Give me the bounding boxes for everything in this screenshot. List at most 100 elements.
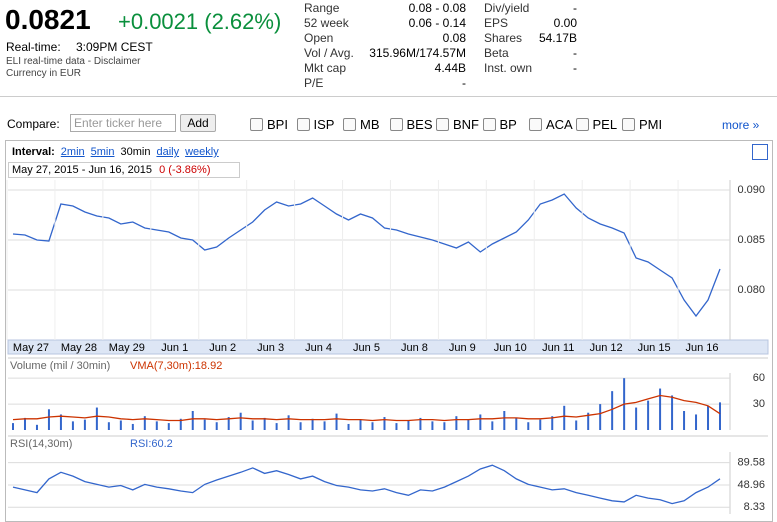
y-tick-label: 0.080 bbox=[737, 284, 765, 296]
y-tick-label: 0.085 bbox=[737, 234, 765, 246]
ticker-name: PEL bbox=[592, 117, 618, 132]
ticker-option[interactable]: BPI bbox=[250, 117, 288, 132]
interval-option[interactable]: weekly bbox=[185, 146, 219, 158]
price: 0.0821 bbox=[5, 4, 91, 35]
ticker-option[interactable]: MB bbox=[343, 117, 380, 132]
date-range: May 27, 2015 - Jun 16, 2015 0 (-3.86%) bbox=[8, 162, 240, 178]
x-tick-label: May 27 bbox=[13, 342, 49, 354]
volume-bar bbox=[347, 423, 350, 430]
expand-icon[interactable] bbox=[752, 144, 768, 160]
volume-bar bbox=[635, 407, 638, 430]
volume-bar bbox=[527, 422, 530, 430]
range-change: 0 (-3.86%) bbox=[159, 164, 211, 176]
volume-bar bbox=[35, 424, 38, 430]
interval-option[interactable]: daily bbox=[156, 146, 180, 158]
volume-bar bbox=[323, 421, 326, 430]
more-link[interactable]: more » bbox=[722, 118, 760, 132]
rsi-value: RSI:60.2 bbox=[130, 438, 173, 450]
price-change: +0.0021 (2.62%) bbox=[118, 9, 282, 34]
ticker-option[interactable]: PMI bbox=[622, 117, 662, 132]
stat-value: 315.96M/174.57M bbox=[369, 46, 466, 60]
volume-bar bbox=[719, 402, 721, 430]
interval: Interval: 2min 5min 30min daily weekly bbox=[12, 146, 219, 158]
x-tick-label: Jun 15 bbox=[638, 342, 671, 354]
interval-option[interactable]: 2min bbox=[60, 146, 85, 158]
ticker-name: BES bbox=[406, 117, 433, 132]
price-line bbox=[12, 193, 721, 318]
volume-bar bbox=[12, 423, 14, 430]
ticker-option[interactable]: BES bbox=[389, 117, 433, 132]
volume-bar bbox=[563, 405, 566, 430]
ticker-input[interactable]: Enter ticker here bbox=[70, 114, 176, 132]
interval-label: Interval: bbox=[12, 146, 55, 158]
volume-bar bbox=[611, 391, 614, 430]
volume-bar bbox=[179, 418, 182, 430]
stat-label: Mkt cap bbox=[304, 61, 347, 75]
volume-bar bbox=[491, 421, 494, 430]
stat-value: - bbox=[573, 61, 577, 75]
volume-bar bbox=[131, 423, 134, 430]
y-tick-label: 60 bbox=[753, 372, 765, 384]
volume-bar bbox=[587, 412, 590, 430]
compare-label: Compare: bbox=[7, 117, 60, 131]
stat-value: 0.06 - 0.14 bbox=[408, 16, 466, 30]
checkbox[interactable] bbox=[436, 118, 449, 131]
checkbox[interactable] bbox=[575, 118, 589, 131]
legend-entry: VMA(7,30m):18.92 bbox=[130, 360, 222, 372]
volume-bar bbox=[227, 417, 230, 430]
volume-bar bbox=[287, 415, 290, 430]
stat-value: - bbox=[573, 1, 577, 15]
x-tick-label: May 29 bbox=[109, 342, 145, 354]
ticker-option[interactable]: BNF bbox=[436, 117, 479, 132]
add-button[interactable]: Add bbox=[180, 114, 216, 132]
volume-bar bbox=[467, 419, 470, 430]
y-tick-label: 30 bbox=[753, 398, 765, 410]
volume-bar bbox=[215, 422, 218, 430]
volume-bar bbox=[515, 417, 518, 430]
range-from: May 27, 2015 bbox=[12, 164, 79, 176]
ticker-option[interactable]: BP bbox=[482, 117, 517, 132]
checkbox[interactable] bbox=[529, 118, 542, 131]
checkbox[interactable] bbox=[622, 118, 635, 131]
ticker-name: MB bbox=[360, 117, 380, 132]
volume-bar bbox=[263, 417, 266, 430]
panel-title: Volume (mil / 30min) bbox=[10, 360, 110, 372]
ticker-option[interactable]: ACA bbox=[529, 117, 573, 132]
stat-value: - bbox=[462, 76, 466, 90]
ticker-name: ACA bbox=[546, 117, 573, 132]
volume-bar bbox=[503, 411, 506, 430]
interval-option[interactable]: 5min bbox=[90, 146, 115, 158]
volume-bar bbox=[551, 416, 554, 430]
volume-bar bbox=[695, 414, 698, 430]
checkbox[interactable] bbox=[389, 118, 403, 131]
x-tick-label: Jun 5 bbox=[353, 342, 380, 354]
volume-bar bbox=[419, 417, 422, 430]
checkbox[interactable] bbox=[250, 118, 263, 131]
volume-bar bbox=[431, 421, 434, 430]
divider bbox=[0, 96, 777, 97]
ticker-option[interactable]: ISP bbox=[296, 117, 334, 132]
stat-label: Shares bbox=[484, 31, 523, 45]
x-tick-label: Jun 3 bbox=[257, 342, 284, 354]
stat-label: Vol / Avg. bbox=[304, 46, 354, 60]
checkbox[interactable] bbox=[296, 118, 310, 131]
volume-bar bbox=[299, 422, 302, 430]
volume-bar bbox=[599, 404, 602, 430]
checkbox[interactable] bbox=[343, 118, 356, 131]
volume-bar bbox=[671, 395, 674, 430]
disclaimer[interactable]: ELI real-time data - Disclaimer bbox=[6, 56, 141, 67]
stat-value: - bbox=[573, 46, 577, 60]
volume-bar bbox=[59, 414, 62, 430]
stat-label: Range bbox=[304, 1, 340, 15]
xaxis-band bbox=[7, 339, 769, 355]
volume-bar bbox=[95, 407, 98, 430]
ticker-option[interactable]: PEL bbox=[575, 117, 618, 132]
ticker-name: BP bbox=[499, 117, 517, 132]
realtime-time: 3:09PM CEST bbox=[76, 40, 153, 54]
volume-bar bbox=[275, 423, 278, 430]
checkbox[interactable] bbox=[482, 118, 496, 131]
volume-bar bbox=[251, 420, 254, 430]
volume-bar bbox=[83, 419, 86, 430]
